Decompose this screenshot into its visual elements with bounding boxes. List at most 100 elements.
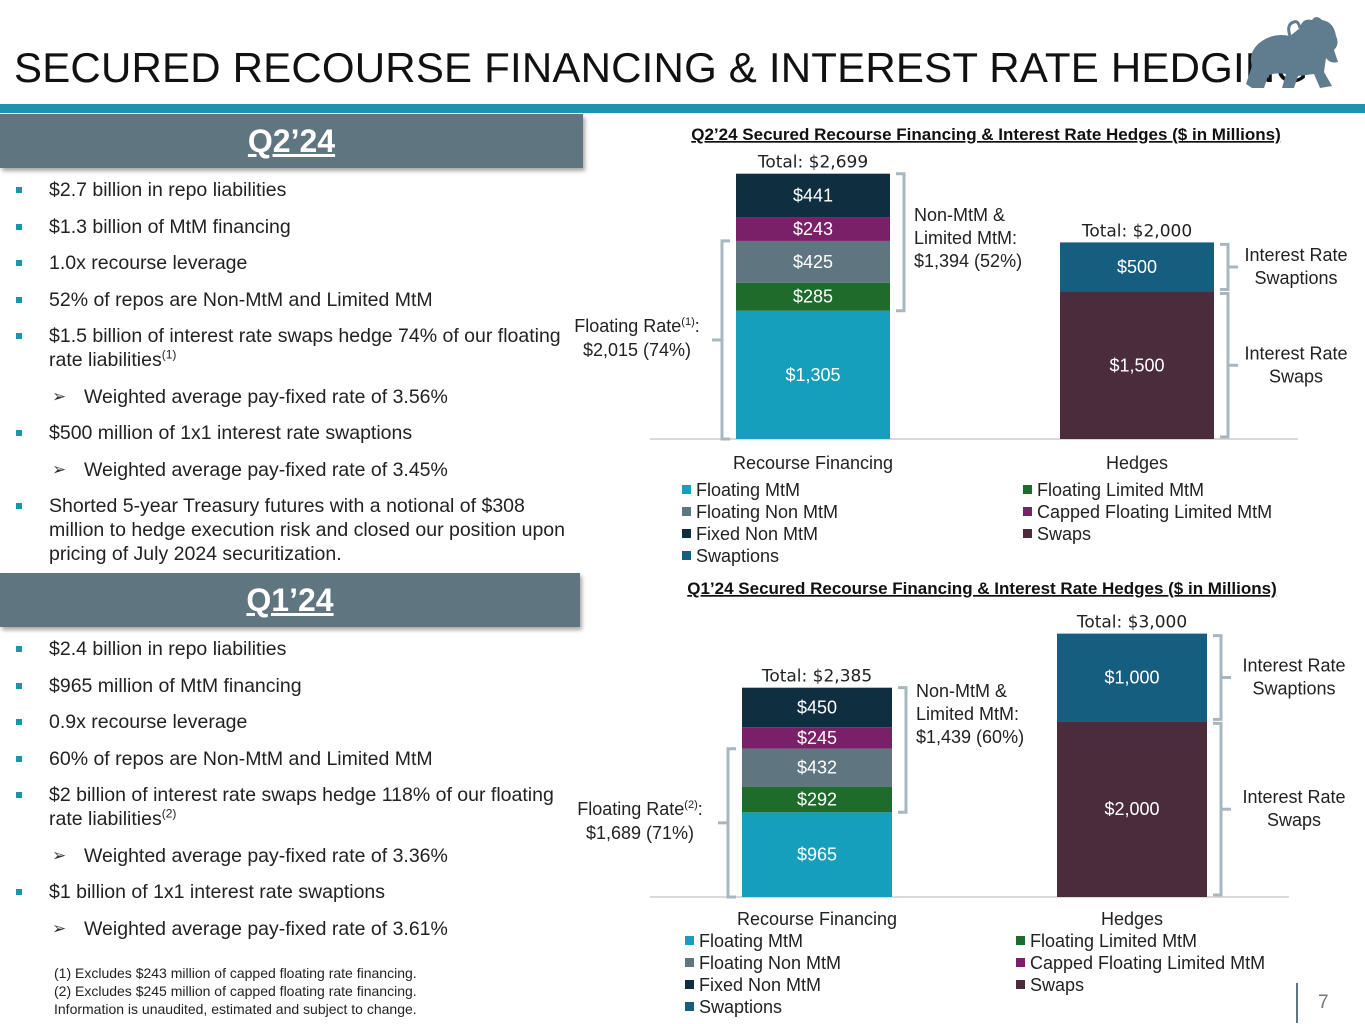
- hedge-label: Swaptions: [1252, 679, 1335, 699]
- legend-swatch: [1016, 980, 1025, 989]
- legend-item: Floating Limited MtM: [1030, 931, 1197, 951]
- q2-bullet-list: $2.7 billion in repo liabilities $1.3 bil…: [14, 178, 570, 579]
- swaptions-bracket: [1220, 242, 1230, 292]
- floating-rate-label: Floating Rate(2):: [577, 799, 703, 819]
- bullet-text: $965 million of MtM financing: [49, 674, 302, 697]
- bullet-item: $500 million of 1x1 interest rate swapti…: [14, 421, 570, 445]
- legend-item: Swaptions: [699, 997, 782, 1017]
- legend-item: Swaptions: [696, 546, 779, 566]
- legend-item: Fixed Non MtM: [696, 524, 818, 544]
- bullet-text: $2 billion of interest rate swaps hedge …: [49, 784, 554, 830]
- floating-rate-text: Floating Rate: [577, 799, 684, 819]
- bar-segment: [742, 748, 892, 787]
- swaps-bracket: [1213, 721, 1223, 897]
- swaps-bracket: [1220, 292, 1230, 439]
- bullet-text: Shorted 5-year Treasury futures with a n…: [49, 495, 565, 565]
- data-label: $1,000: [1104, 668, 1159, 688]
- legend-item: Capped Floating Limited MtM: [1037, 502, 1272, 522]
- non-mtm-bracket: [898, 686, 908, 814]
- data-label: $1,305: [785, 365, 840, 385]
- bullet-text: Weighted average pay-fixed rate of 3.61%: [84, 917, 448, 940]
- bullet-text: $1.3 billion of MtM financing: [49, 215, 291, 238]
- footnote: Information is unaudited, estimated and …: [54, 1001, 417, 1017]
- bullet-item: $2.7 billion in repo liabilities: [14, 178, 570, 202]
- bar-segment: [736, 173, 890, 218]
- chart-title: Q1’24 Secured Recourse Financing & Inter…: [687, 579, 1277, 598]
- bullet-item: Shorted 5-year Treasury futures with a n…: [14, 494, 570, 566]
- bar-segment: [1060, 291, 1214, 439]
- legend-swatch: [682, 529, 691, 538]
- data-label: $2,000: [1104, 799, 1159, 819]
- floating-rate-colon: :: [695, 316, 700, 336]
- total-label: Total: $2,000: [1081, 221, 1192, 241]
- legend-swatch: [1023, 485, 1032, 494]
- data-label: $500: [1117, 257, 1157, 277]
- bullet-text: 52% of repos are Non-MtM and Limited MtM: [49, 288, 433, 311]
- page-number: 7: [1296, 983, 1329, 1023]
- legend-item: Floating Non MtM: [696, 502, 838, 522]
- total-label: Total: $3,000: [1076, 613, 1187, 633]
- hedge-label: Interest Rate: [1242, 787, 1345, 807]
- q1-chart-svg: Q1’24 Secured Recourse Financing & Inter…: [577, 579, 1345, 1017]
- legend-swatch: [1016, 958, 1025, 967]
- non-mtm-value: $1,394 (52%): [914, 251, 1022, 271]
- category-label: Recourse Financing: [733, 453, 893, 473]
- hedge-label: Interest Rate: [1242, 656, 1345, 676]
- bullet-text: 0.9x recourse leverage: [49, 711, 248, 733]
- sub-bullet-item: Weighted average pay-fixed rate of 3.61%: [14, 917, 570, 941]
- hedge-label: Interest Rate: [1244, 343, 1347, 363]
- data-label: $285: [793, 287, 833, 307]
- q2-heading: Q2’24: [247, 123, 336, 159]
- data-label: $243: [793, 219, 833, 239]
- footnote: (1) Excludes $243 million of capped floa…: [54, 965, 417, 981]
- q2-heading-panel: Q2’24: [0, 114, 583, 168]
- legend-item: Fixed Non MtM: [699, 975, 821, 995]
- bar-segment: [1060, 242, 1214, 292]
- legend-swatch: [682, 551, 691, 560]
- footnotes: (1) Excludes $243 million of capped floa…: [54, 964, 417, 1018]
- legend-swatch: [685, 936, 694, 945]
- non-mtm-label: Non-MtM &: [914, 205, 1005, 225]
- floating-rate-colon: :: [698, 799, 703, 819]
- hedge-label: Swaps: [1269, 366, 1323, 386]
- category-label: Hedges: [1101, 909, 1163, 929]
- legend-swatch: [1023, 529, 1032, 538]
- data-label: $441: [793, 185, 833, 205]
- bullet-text: Weighted average pay-fixed rate of 3.45%: [84, 458, 448, 481]
- bullet-text: Weighted average pay-fixed rate of 3.36%: [84, 844, 448, 867]
- non-mtm-label: Limited MtM:: [914, 228, 1017, 248]
- bullet-text: $500 million of 1x1 interest rate swapti…: [49, 422, 413, 444]
- bar-segment: [1057, 633, 1207, 722]
- legend-item: Floating MtM: [699, 931, 803, 951]
- legend-item: Swaps: [1037, 524, 1091, 544]
- data-label: $1,500: [1109, 355, 1164, 375]
- q1-heading: Q1’24: [246, 582, 334, 618]
- bullet-item: 1.0x recourse leverage: [14, 251, 570, 275]
- bar-segment: [742, 687, 892, 728]
- floating-rate-bracket: [726, 747, 736, 899]
- total-label: Total: $2,385: [761, 667, 872, 687]
- data-label: $432: [797, 758, 837, 778]
- bullet-item: $1 billion of 1x1 interest rate swaption…: [14, 880, 570, 904]
- bar-segment: [736, 282, 890, 311]
- category-label: Recourse Financing: [737, 909, 897, 929]
- swaptions-bracket: [1213, 634, 1223, 721]
- floating-rate-value: $2,015 (74%): [583, 340, 691, 360]
- floating-rate-value: $1,689 (71%): [586, 823, 694, 843]
- q1-heading-panel: Q1’24: [0, 573, 580, 627]
- bar-segment: [736, 310, 890, 439]
- non-mtm-label: Limited MtM:: [916, 704, 1019, 724]
- bar-segment: [736, 240, 890, 283]
- bar-segment: [736, 217, 890, 241]
- header-accent-bar: [0, 104, 1365, 113]
- bullet-item: $1.3 billion of MtM financing: [14, 215, 570, 239]
- floating-rate-sup: (2): [684, 799, 697, 811]
- bar-segment: [1057, 721, 1207, 897]
- legend-item: Floating Non MtM: [699, 953, 841, 973]
- legend-item: Capped Floating Limited MtM: [1030, 953, 1265, 973]
- floating-rate-label: Floating Rate(1):: [574, 316, 700, 336]
- legend-item: Swaps: [1030, 975, 1084, 995]
- legend-swatch: [1016, 936, 1025, 945]
- bar-segment: [742, 786, 892, 813]
- q1-financing-chart: Q1’24 Secured Recourse Financing & Inter…: [560, 574, 1365, 1024]
